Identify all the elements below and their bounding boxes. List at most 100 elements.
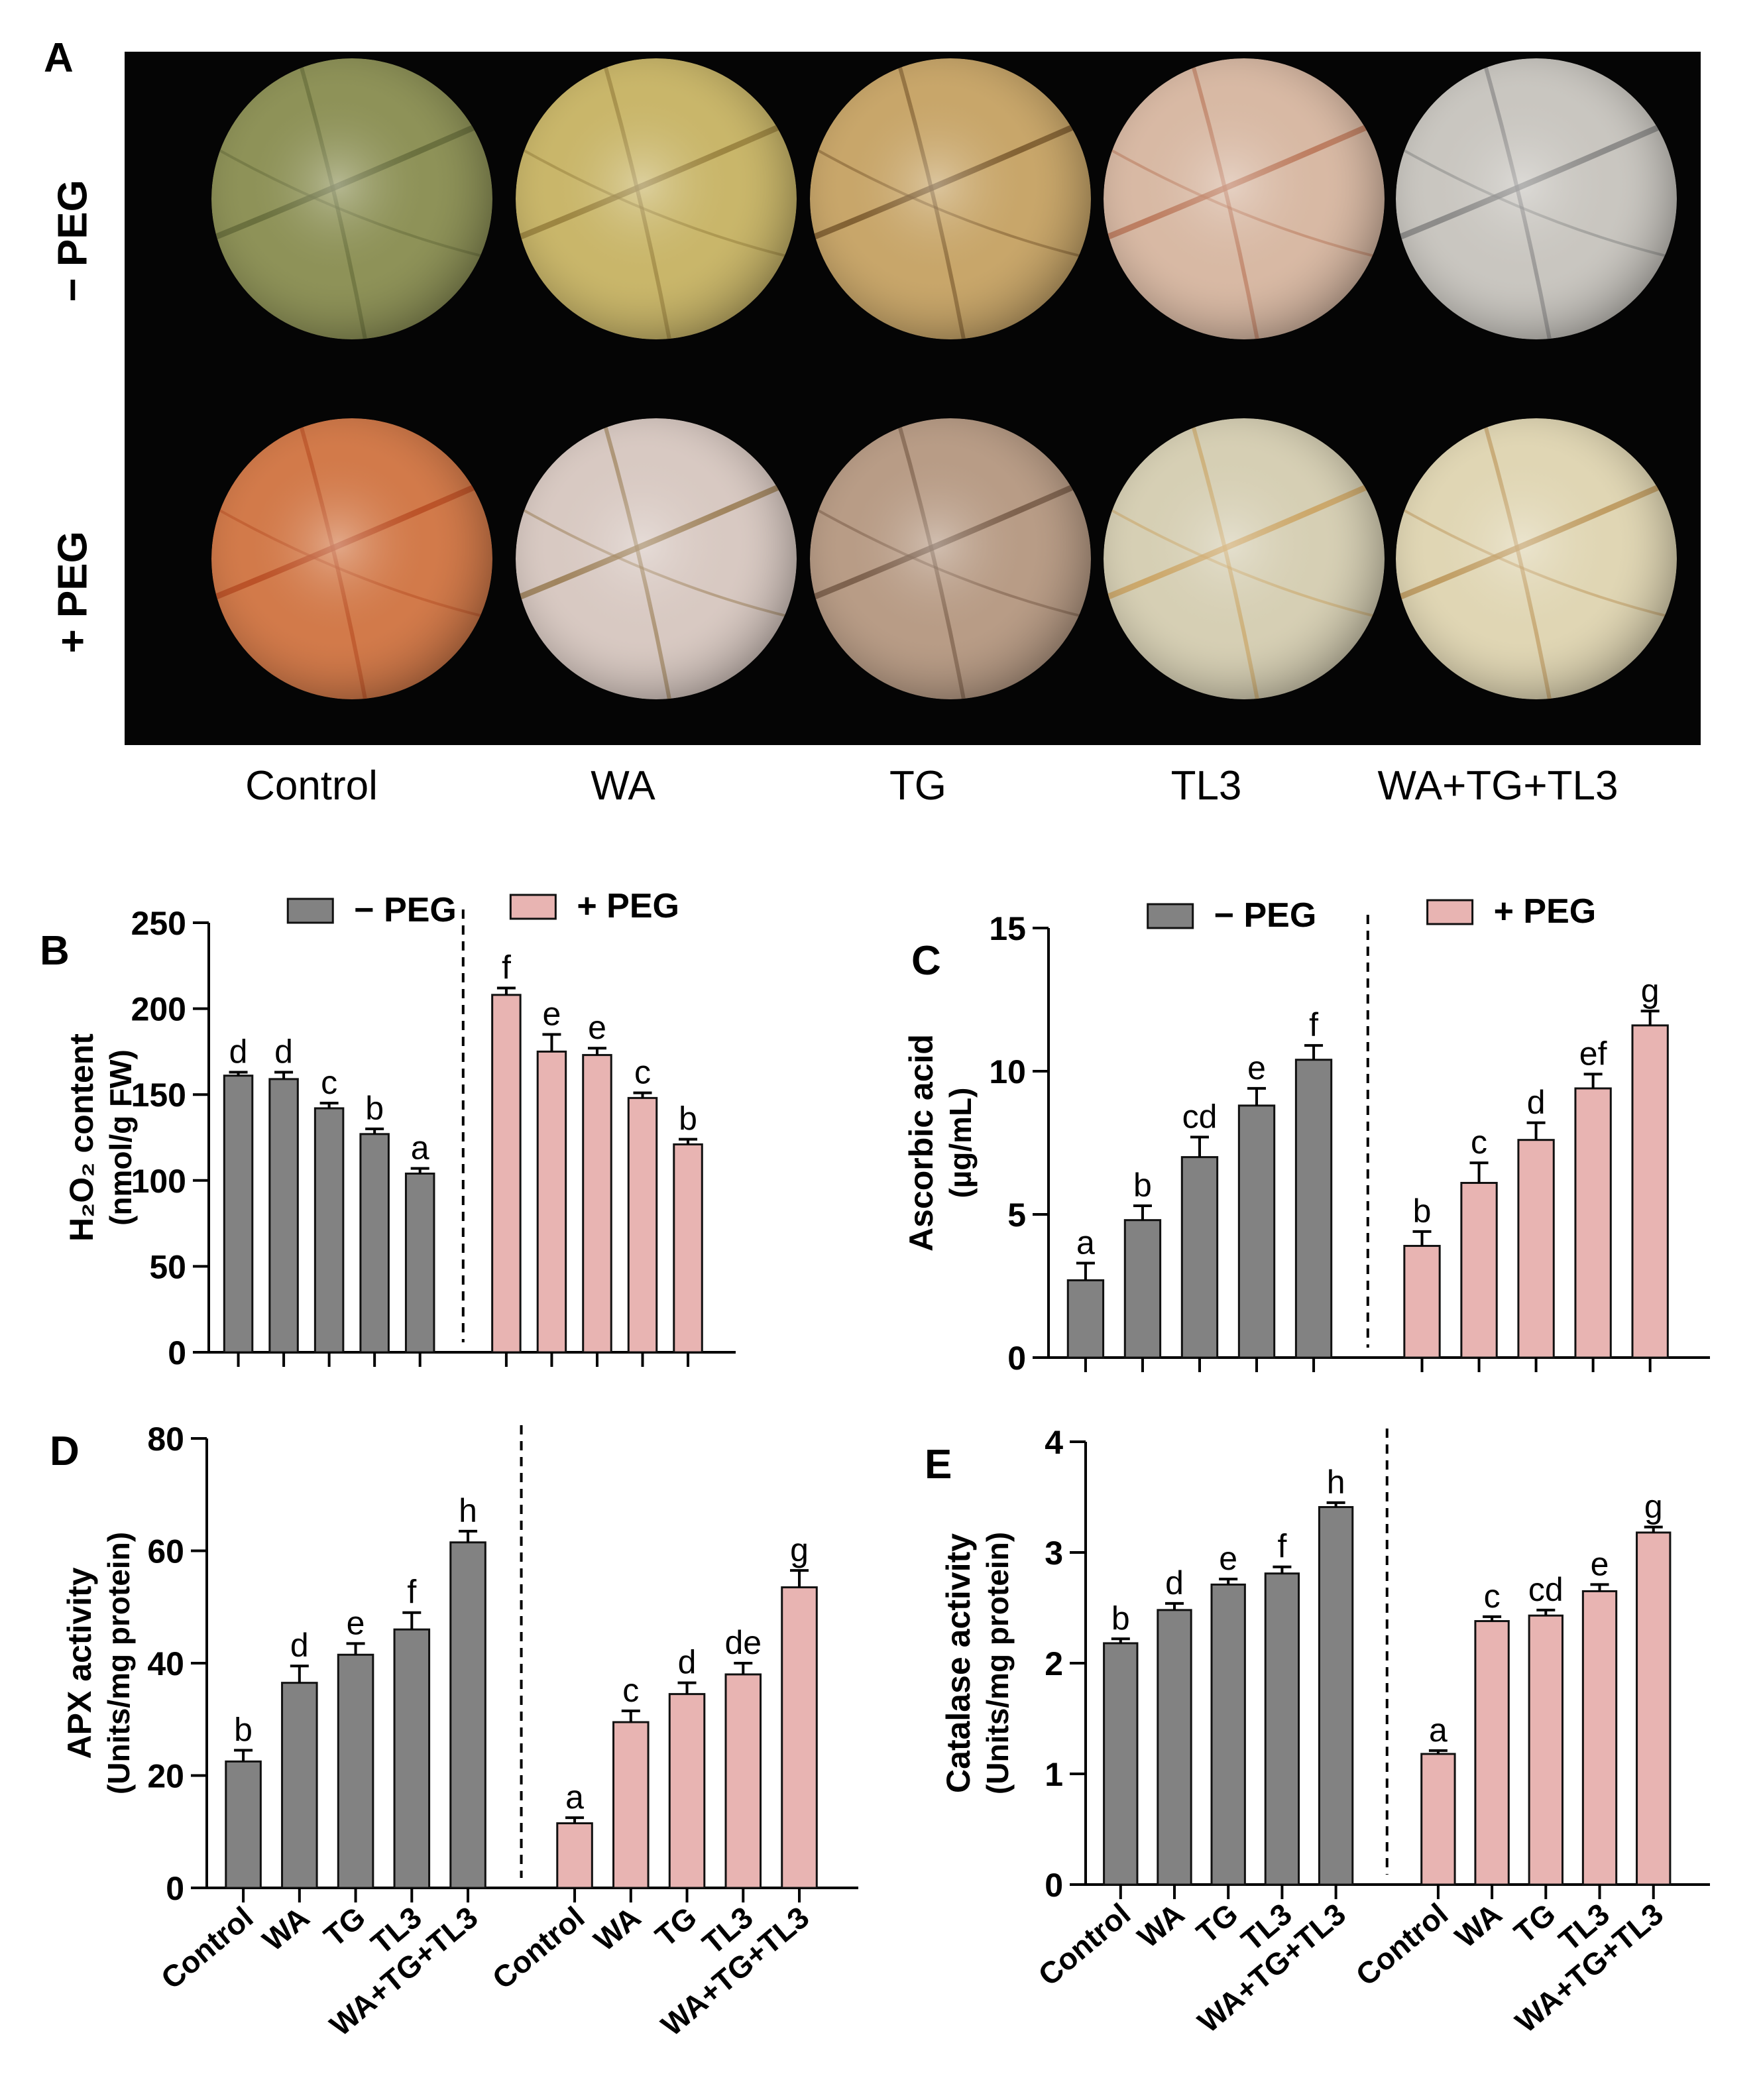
significance-letter: f	[1309, 1006, 1318, 1043]
col-label-wa: WA	[591, 763, 655, 809]
significance-letter: d	[1165, 1564, 1184, 1602]
x-tick-label: TG	[1190, 1896, 1244, 1950]
y-axis-label: Ascorbic acid	[903, 1034, 940, 1252]
bar-minus-4	[404, 1172, 435, 1354]
dish-minus-peg-wa	[516, 58, 797, 339]
bar-minus-2	[1210, 1583, 1246, 1886]
y-tick-label: 0	[168, 1334, 186, 1371]
bar-minus-2	[1180, 1156, 1219, 1359]
significance-letter: d	[229, 1033, 248, 1071]
dish-shading	[1104, 418, 1385, 699]
legend-label-minus: − PEG	[1214, 896, 1317, 935]
panel-d-letter: D	[50, 1429, 80, 1474]
significance-letter: h	[1327, 1464, 1345, 1501]
legend-label-minus: − PEG	[354, 891, 457, 929]
bar-plus-2	[668, 1693, 706, 1889]
bar-plus-1	[1474, 1620, 1510, 1886]
x-tick-label: WA	[1448, 1896, 1508, 1954]
bar-plus-0	[491, 994, 522, 1354]
x-tick-label: Control	[486, 1900, 591, 1996]
legend-label-plus: + PEG	[577, 887, 679, 925]
chart-e: E 0 1 2 3 4 Catalase activity (Units/mg protein…	[925, 1424, 1710, 2039]
bar-minus-3	[1264, 1572, 1300, 1886]
chart-d: D 0 20 40 60 80 APX activity (Units/mg protein)…	[50, 1421, 858, 2042]
bar-minus-3	[1237, 1104, 1276, 1359]
dish-plus-peg-tl3	[1104, 418, 1385, 699]
significance-letter: e	[588, 1009, 606, 1046]
significance-letter: ef	[1579, 1035, 1607, 1072]
y-axis-unit: (Units/mg protein)	[980, 1532, 1015, 1794]
significance-letter: b	[1111, 1600, 1130, 1637]
significance-letter: c	[634, 1054, 651, 1091]
significance-letter: a	[411, 1130, 429, 1167]
dish-plus-peg-control	[211, 418, 492, 699]
significance-letter: e	[1591, 1545, 1609, 1582]
bar-minus-0	[1066, 1279, 1105, 1359]
y-tick-label: 5	[1007, 1196, 1026, 1234]
y-axis-unit: (Units/mg protein)	[101, 1532, 136, 1794]
bar-minus-0	[223, 1075, 254, 1354]
significance-letter: g	[790, 1531, 809, 1568]
significance-letter: d	[1527, 1084, 1546, 1121]
significance-letter: cd	[1182, 1098, 1218, 1135]
y-tick-label: 15	[989, 910, 1026, 947]
significance-letter: g	[1641, 972, 1660, 1009]
significance-letter: e	[347, 1604, 365, 1641]
bar-minus-0	[1103, 1642, 1139, 1886]
significance-letter: f	[1277, 1528, 1286, 1565]
y-axis-label: Catalase activity	[940, 1533, 977, 1793]
significance-letter: d	[274, 1033, 293, 1071]
dish-minus-peg-tg	[810, 58, 1091, 339]
legend-swatch-plus	[509, 894, 557, 920]
significance-letter: a	[1076, 1224, 1095, 1261]
bar-plus-2	[1517, 1139, 1555, 1359]
dish-shading	[516, 58, 797, 339]
dish-plus-peg-tg	[810, 418, 1091, 699]
significance-letter: b	[679, 1100, 697, 1138]
y-tick-label: 200	[131, 991, 186, 1028]
significance-letter: b	[365, 1090, 384, 1127]
col-label-control: Control	[245, 763, 378, 809]
bar-minus-1	[268, 1078, 299, 1354]
bar-plus-0	[556, 1822, 593, 1889]
significance-letter: g	[1644, 1488, 1663, 1525]
bar-plus-1	[536, 1050, 567, 1354]
y-tick-label: 20	[147, 1758, 184, 1795]
y-tick-label: 4	[1045, 1424, 1063, 1461]
y-tick-label: 1	[1045, 1756, 1063, 1793]
col-label-combo: WA+TG+TL3	[1377, 763, 1619, 809]
photo-panel	[125, 52, 1701, 745]
significance-letter: a	[1429, 1712, 1448, 1749]
x-tick-label: TG	[649, 1900, 703, 1954]
bar-minus-0	[225, 1760, 262, 1889]
bar-plus-3	[724, 1673, 762, 1889]
y-tick-label: 2	[1045, 1645, 1063, 1682]
y-axis-label: H₂O₂ content	[63, 1033, 100, 1242]
col-label-tg: TG	[889, 763, 947, 809]
dish-shading	[810, 58, 1091, 339]
significance-letter: a	[565, 1779, 584, 1816]
dish-shading	[516, 418, 797, 699]
dish-shading	[211, 418, 492, 699]
y-axis-label: APX activity	[61, 1567, 98, 1759]
legend-swatch-plus	[1426, 899, 1474, 925]
dish-shading	[1104, 58, 1385, 339]
bar-minus-4	[1318, 1506, 1354, 1886]
chart-b: B 0 50 100 150 200 250 H₂O₂ content (nmol/g FW) d…	[40, 887, 736, 1371]
x-tick-label: TG	[1507, 1896, 1562, 1950]
legend-label-plus: + PEG	[1494, 892, 1597, 931]
y-tick-label: 0	[166, 1870, 184, 1907]
x-tick-label: Control	[1349, 1896, 1455, 1993]
bar-minus-1	[1123, 1219, 1162, 1359]
dish-grid	[211, 58, 1677, 699]
x-tick-label: WA	[256, 1900, 315, 1957]
dish-minus-peg-control	[211, 58, 492, 339]
panel-c-letter: C	[911, 938, 941, 984]
bar-plus-0	[1403, 1245, 1441, 1359]
significance-letter: d	[290, 1627, 309, 1664]
legend-swatch-minus	[1147, 903, 1194, 929]
significance-letter: cd	[1528, 1571, 1563, 1608]
bar-plus-3	[627, 1096, 658, 1354]
y-tick-label: 40	[147, 1645, 184, 1682]
col-label-tl3: TL3	[1170, 763, 1242, 809]
